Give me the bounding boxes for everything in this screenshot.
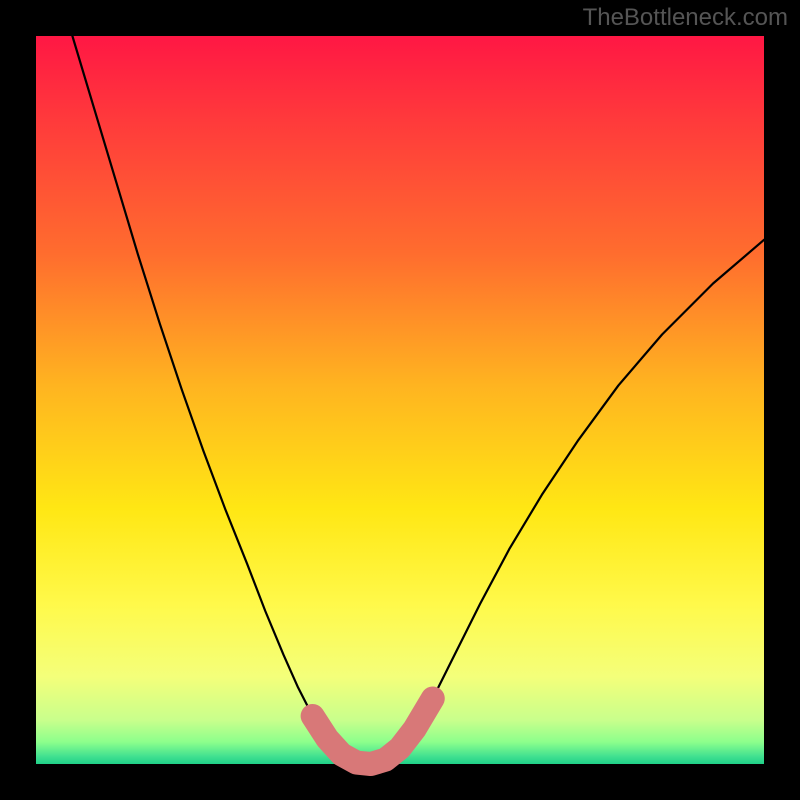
plot-gradient-background: [36, 36, 764, 764]
chart-container: TheBottleneck.com: [0, 0, 800, 800]
bottleneck-curve-chart: [0, 0, 800, 800]
watermark-text: TheBottleneck.com: [583, 4, 788, 32]
